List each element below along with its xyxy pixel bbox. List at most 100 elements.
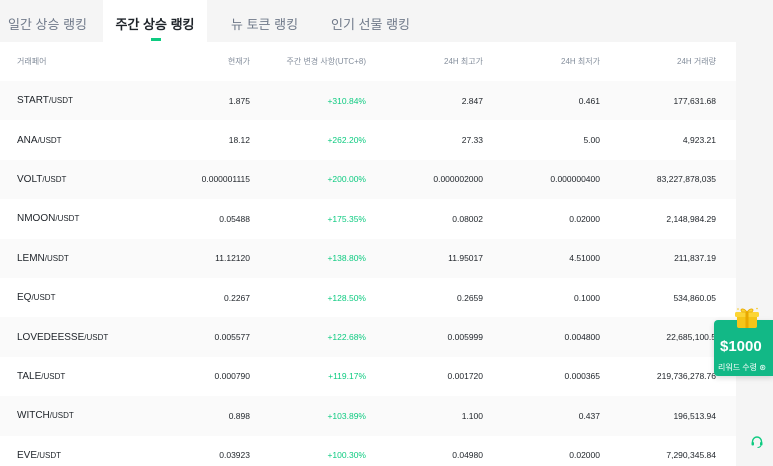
pair-quote: /USDT bbox=[42, 174, 67, 184]
price-cell: 0.898 bbox=[228, 410, 250, 421]
low-cell: 0.461 bbox=[578, 95, 600, 106]
volume-cell: 4,923.21 bbox=[682, 135, 716, 146]
change-cell: +175.35% bbox=[327, 213, 366, 224]
price-cell: 0.005577 bbox=[214, 332, 250, 343]
change-cell: +122.68% bbox=[327, 332, 366, 343]
table-row[interactable]: LEMN/USDT 11.12120 +138.80% 11.95017 4.5… bbox=[0, 238, 736, 278]
pair-cell: VOLT/USDT bbox=[17, 160, 66, 199]
pair-cell: EQ/USDT bbox=[17, 278, 55, 317]
table-row[interactable]: EVE/USDT 0.03923 +100.30% 0.04980 0.0200… bbox=[0, 435, 736, 466]
pair-quote: /USDT bbox=[55, 214, 80, 224]
table-row[interactable]: EQ/USDT 0.2267 +128.50% 0.2659 0.1000 53… bbox=[0, 277, 736, 318]
change-cell: +119.17% bbox=[328, 371, 366, 382]
table-row[interactable]: NMOON/USDT 0.05488 +175.35% 0.08002 0.02… bbox=[0, 199, 736, 239]
high-cell: 11.95017 bbox=[448, 253, 483, 264]
pair-quote: /USDT bbox=[41, 371, 66, 381]
tab-daily-gainers[interactable]: 일간 상승 랭킹 bbox=[8, 17, 87, 32]
price-cell: 0.03923 bbox=[219, 450, 250, 461]
ranking-tabs: 일간 상승 랭킹 주간 상승 랭킹 뉴 토큰 랭킹 인기 선물 랭킹 bbox=[0, 0, 736, 42]
pair-symbol: WITCH bbox=[17, 410, 50, 422]
headset-icon[interactable] bbox=[750, 435, 764, 449]
pair-symbol: LEMN bbox=[17, 252, 45, 264]
pair-quote: /USDT bbox=[44, 253, 69, 263]
ranking-panel: 일간 상승 랭킹 주간 상승 랭킹 뉴 토큰 랭킹 인기 선물 랭킹 거래페어 … bbox=[0, 0, 736, 466]
pair-cell: EVE/USDT bbox=[17, 436, 61, 466]
high-cell: 0.04980 bbox=[452, 450, 483, 461]
tab-hot-futures[interactable]: 인기 선물 랭킹 bbox=[331, 17, 410, 32]
high-cell: 0.001720 bbox=[447, 371, 483, 382]
tab-weekly-gainers[interactable]: 주간 상승 랭킹 bbox=[103, 0, 207, 42]
pair-cell: WITCH/USDT bbox=[17, 396, 74, 435]
pair-symbol: NMOON bbox=[17, 213, 56, 225]
tab-new-tokens[interactable]: 뉴 토큰 랭킹 bbox=[231, 17, 299, 32]
pair-symbol: VOLT bbox=[17, 173, 43, 185]
change-cell: +310.84% bbox=[327, 95, 366, 106]
high-cell: 27.33 bbox=[461, 135, 483, 146]
change-cell: +138.80% bbox=[327, 253, 366, 264]
volume-cell: 534,860.05 bbox=[673, 292, 716, 303]
pair-cell: NMOON/USDT bbox=[17, 199, 79, 238]
pair-symbol: LOVEDEESSE bbox=[17, 331, 85, 343]
low-cell: 0.000000400 bbox=[550, 174, 600, 185]
ranking-table: 거래페어 현재가 주간 변경 사항(UTC+8) 24H 최고가 24H 최저가… bbox=[0, 42, 736, 466]
header-change: 주간 변경 사항(UTC+8) bbox=[286, 57, 367, 66]
volume-cell: 2,148,984.29 bbox=[666, 213, 716, 224]
pair-quote: /USDT bbox=[31, 293, 56, 303]
change-cell: +128.50% bbox=[327, 292, 366, 303]
pair-symbol: ANA bbox=[17, 134, 38, 146]
change-cell: +103.89% bbox=[327, 410, 366, 421]
change-cell: +200.00% bbox=[327, 174, 366, 185]
pair-symbol: EVE bbox=[17, 449, 38, 461]
price-cell: 18.12 bbox=[228, 135, 250, 146]
table-row[interactable]: LOVEDEESSE/USDT 0.005577 +122.68% 0.0059… bbox=[0, 317, 736, 357]
volume-cell: 83,227,878,035 bbox=[656, 174, 716, 185]
low-cell: 0.000365 bbox=[564, 371, 600, 382]
pair-cell: START/USDT bbox=[17, 81, 73, 120]
high-cell: 0.2659 bbox=[457, 292, 483, 303]
pair-cell: TALE/USDT bbox=[17, 357, 65, 396]
pair-cell: LOVEDEESSE/USDT bbox=[17, 317, 108, 356]
table-row[interactable]: WITCH/USDT 0.898 +103.89% 1.100 0.437 19… bbox=[0, 396, 736, 436]
reward-label: 리워드 수령 ⊛ bbox=[718, 363, 766, 372]
high-cell: 0.08002 bbox=[452, 213, 483, 224]
table-row[interactable]: ANA/USDT 18.12 +262.20% 27.33 5.00 4,923… bbox=[0, 120, 736, 160]
price-cell: 0.000790 bbox=[214, 371, 250, 382]
table-row[interactable]: VOLT/USDT 0.000001115 +200.00% 0.0000020… bbox=[0, 159, 736, 200]
header-high: 24H 최고가 bbox=[444, 57, 483, 66]
volume-cell: 22,685,100.5 bbox=[666, 332, 716, 343]
high-cell: 1.100 bbox=[461, 410, 483, 421]
header-pair: 거래페어 bbox=[17, 57, 47, 66]
table-row[interactable]: TALE/USDT 0.000790 +119.17% 0.001720 0.0… bbox=[0, 356, 736, 397]
gift-icon bbox=[735, 307, 759, 328]
pair-symbol: START bbox=[17, 95, 49, 107]
price-cell: 0.000001115 bbox=[201, 174, 250, 185]
pair-quote: /USDT bbox=[84, 332, 109, 342]
price-cell: 1.875 bbox=[228, 95, 250, 106]
low-cell: 0.437 bbox=[578, 410, 600, 421]
pair-quote: /USDT bbox=[37, 450, 62, 460]
side-gutter bbox=[736, 0, 773, 466]
pair-quote: /USDT bbox=[48, 96, 73, 106]
low-cell: 5.00 bbox=[583, 135, 600, 146]
active-tab-indicator bbox=[151, 38, 161, 41]
reward-amount: $1000 bbox=[720, 338, 762, 355]
table-row[interactable]: START/USDT 1.875 +310.84% 2.847 0.461 17… bbox=[0, 81, 736, 121]
pair-symbol: TALE bbox=[17, 370, 42, 382]
price-cell: 0.2267 bbox=[224, 292, 250, 303]
volume-cell: 211,837.19 bbox=[674, 253, 716, 264]
low-cell: 0.02000 bbox=[569, 450, 600, 461]
volume-cell: 7,290,345.84 bbox=[666, 450, 716, 461]
pair-cell: ANA/USDT bbox=[17, 120, 62, 159]
price-cell: 11.12120 bbox=[215, 253, 250, 264]
reward-widget[interactable]: $1000 리워드 수령 ⊛ bbox=[714, 320, 773, 376]
pair-cell: LEMN/USDT bbox=[17, 239, 69, 278]
high-cell: 0.005999 bbox=[447, 332, 483, 343]
pair-quote: /USDT bbox=[37, 135, 62, 145]
low-cell: 0.02000 bbox=[569, 213, 600, 224]
volume-cell: 177,631.68 bbox=[673, 95, 716, 106]
high-cell: 2.847 bbox=[461, 95, 483, 106]
low-cell: 0.004800 bbox=[564, 332, 600, 343]
change-cell: +100.30% bbox=[327, 450, 366, 461]
pair-quote: /USDT bbox=[49, 411, 74, 421]
